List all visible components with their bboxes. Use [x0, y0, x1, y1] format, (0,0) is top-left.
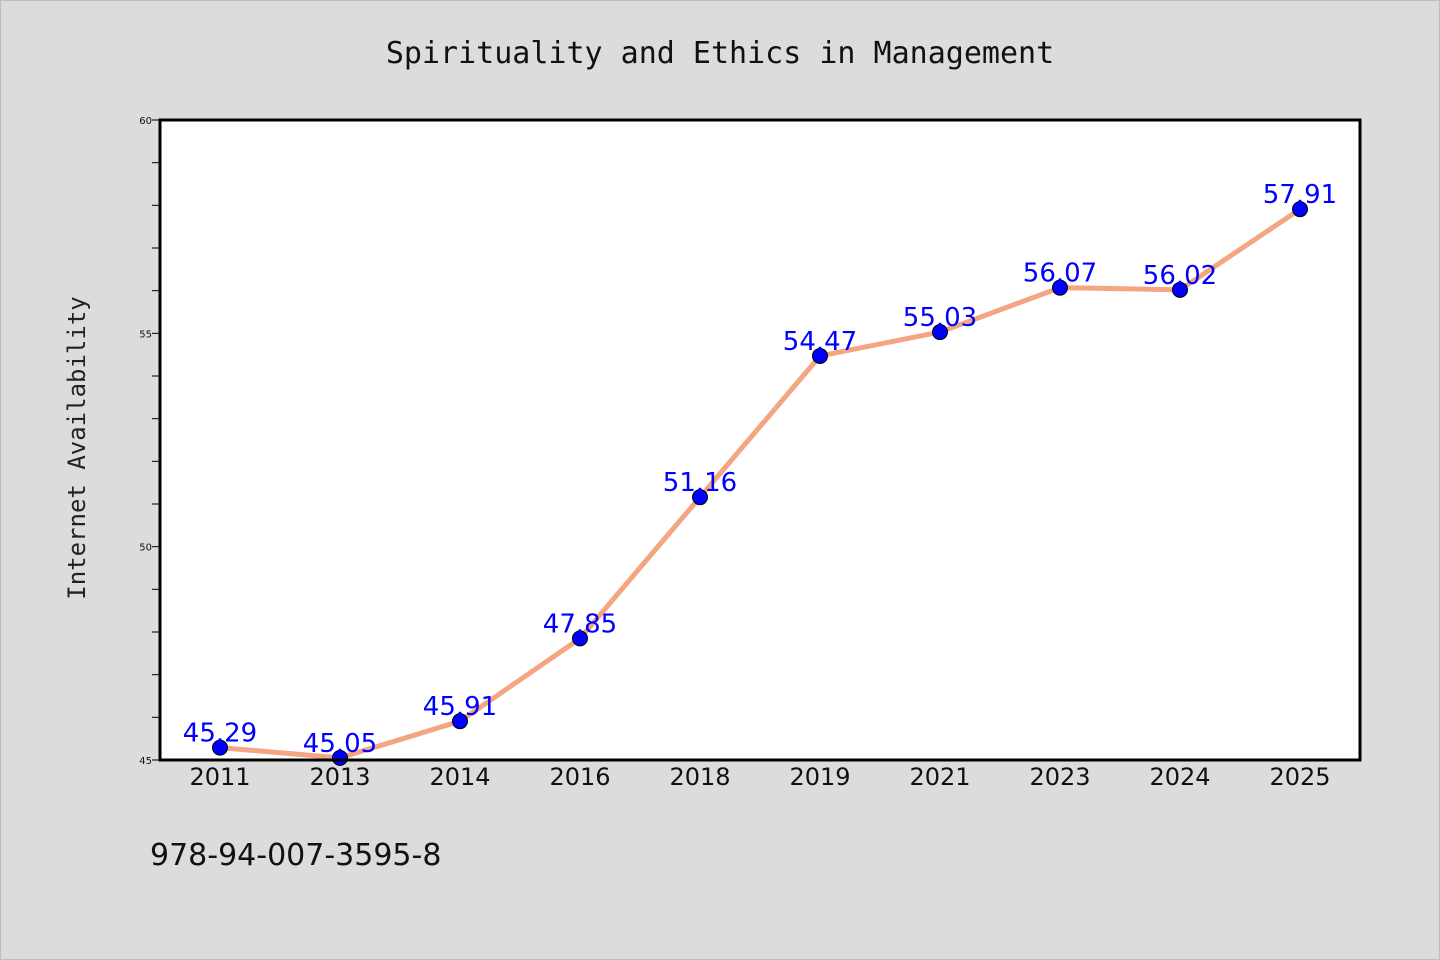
x-axis: 2011 2013 2014 2016 2018 2019 2021 2023 2024 2025	[189, 763, 1330, 791]
footer-code: 978-94-007-3595-8	[150, 838, 441, 873]
data-label: 55.03	[903, 303, 977, 333]
data-label: 47.85	[543, 609, 617, 639]
x-tick-label: 2025	[1269, 763, 1330, 791]
data-point	[932, 324, 948, 341]
series-layer: 45.29 45.05 45.91 47.85 51.16 54.47 55.03 56.07…	[183, 180, 1337, 766]
x-tick-label: 2021	[909, 763, 970, 791]
x-tick-label: 2023	[1029, 763, 1090, 791]
chart-title: Spirituality and Ethics in Management	[386, 36, 1054, 71]
data-point	[332, 749, 348, 766]
x-tick-label: 2016	[549, 763, 610, 791]
x-tick-label: 2019	[789, 763, 850, 791]
data-point	[1172, 281, 1188, 298]
x-tick-label: 2011	[189, 763, 250, 791]
data-label: 54.47	[783, 327, 857, 357]
x-tick-label: 2024	[1149, 763, 1210, 791]
y-tick-label: 50	[139, 543, 152, 554]
data-label: 45.29	[183, 719, 257, 749]
y-tick-label: 60	[139, 116, 152, 127]
plot-area	[160, 120, 1360, 760]
data-label: 57.91	[1263, 180, 1337, 210]
data-point	[212, 739, 228, 756]
y-tick-label: 55	[139, 329, 152, 340]
y-axis-label: Internet Availability	[63, 296, 91, 599]
data-point	[692, 489, 708, 506]
data-point	[812, 347, 828, 364]
data-point	[572, 630, 588, 647]
data-label: 56.07	[1023, 259, 1097, 289]
data-label: 51.16	[663, 468, 737, 498]
data-point	[452, 713, 468, 730]
x-tick-label: 2018	[669, 763, 730, 791]
plot-frame	[158, 118, 1362, 762]
series-line	[217, 206, 1303, 761]
x-tick-label: 2013	[309, 763, 370, 791]
data-label: 56.02	[1143, 261, 1217, 291]
data-point	[1052, 279, 1068, 296]
x-tick-label: 2014	[429, 763, 490, 791]
data-label: 45.91	[423, 692, 497, 722]
data-label: 45.05	[303, 729, 377, 759]
y-tick-label: 45	[139, 756, 152, 767]
data-point	[1292, 201, 1308, 218]
